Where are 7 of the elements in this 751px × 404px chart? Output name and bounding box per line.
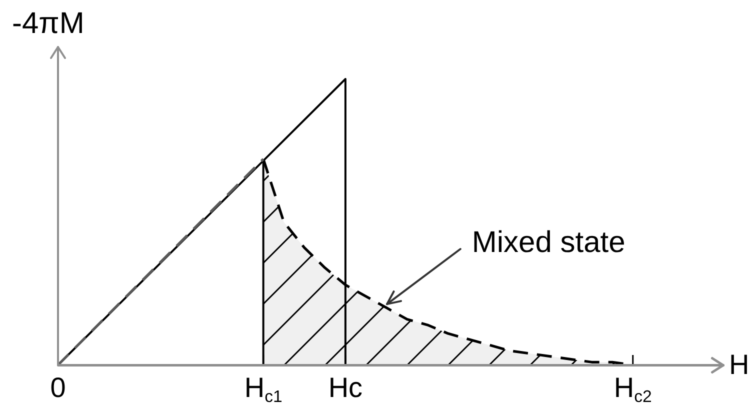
annotation: Mixed state [472,226,626,259]
x-tick-label: H$_{c2}$ [614,372,652,404]
x-axis-title: H [729,349,750,380]
x-tick-label: Hc [328,372,363,403]
x-tick-label: 0 [50,372,66,403]
y-axis-title: -4πM [12,7,84,40]
x-tick-label: H$_{c1}$ [244,372,282,404]
